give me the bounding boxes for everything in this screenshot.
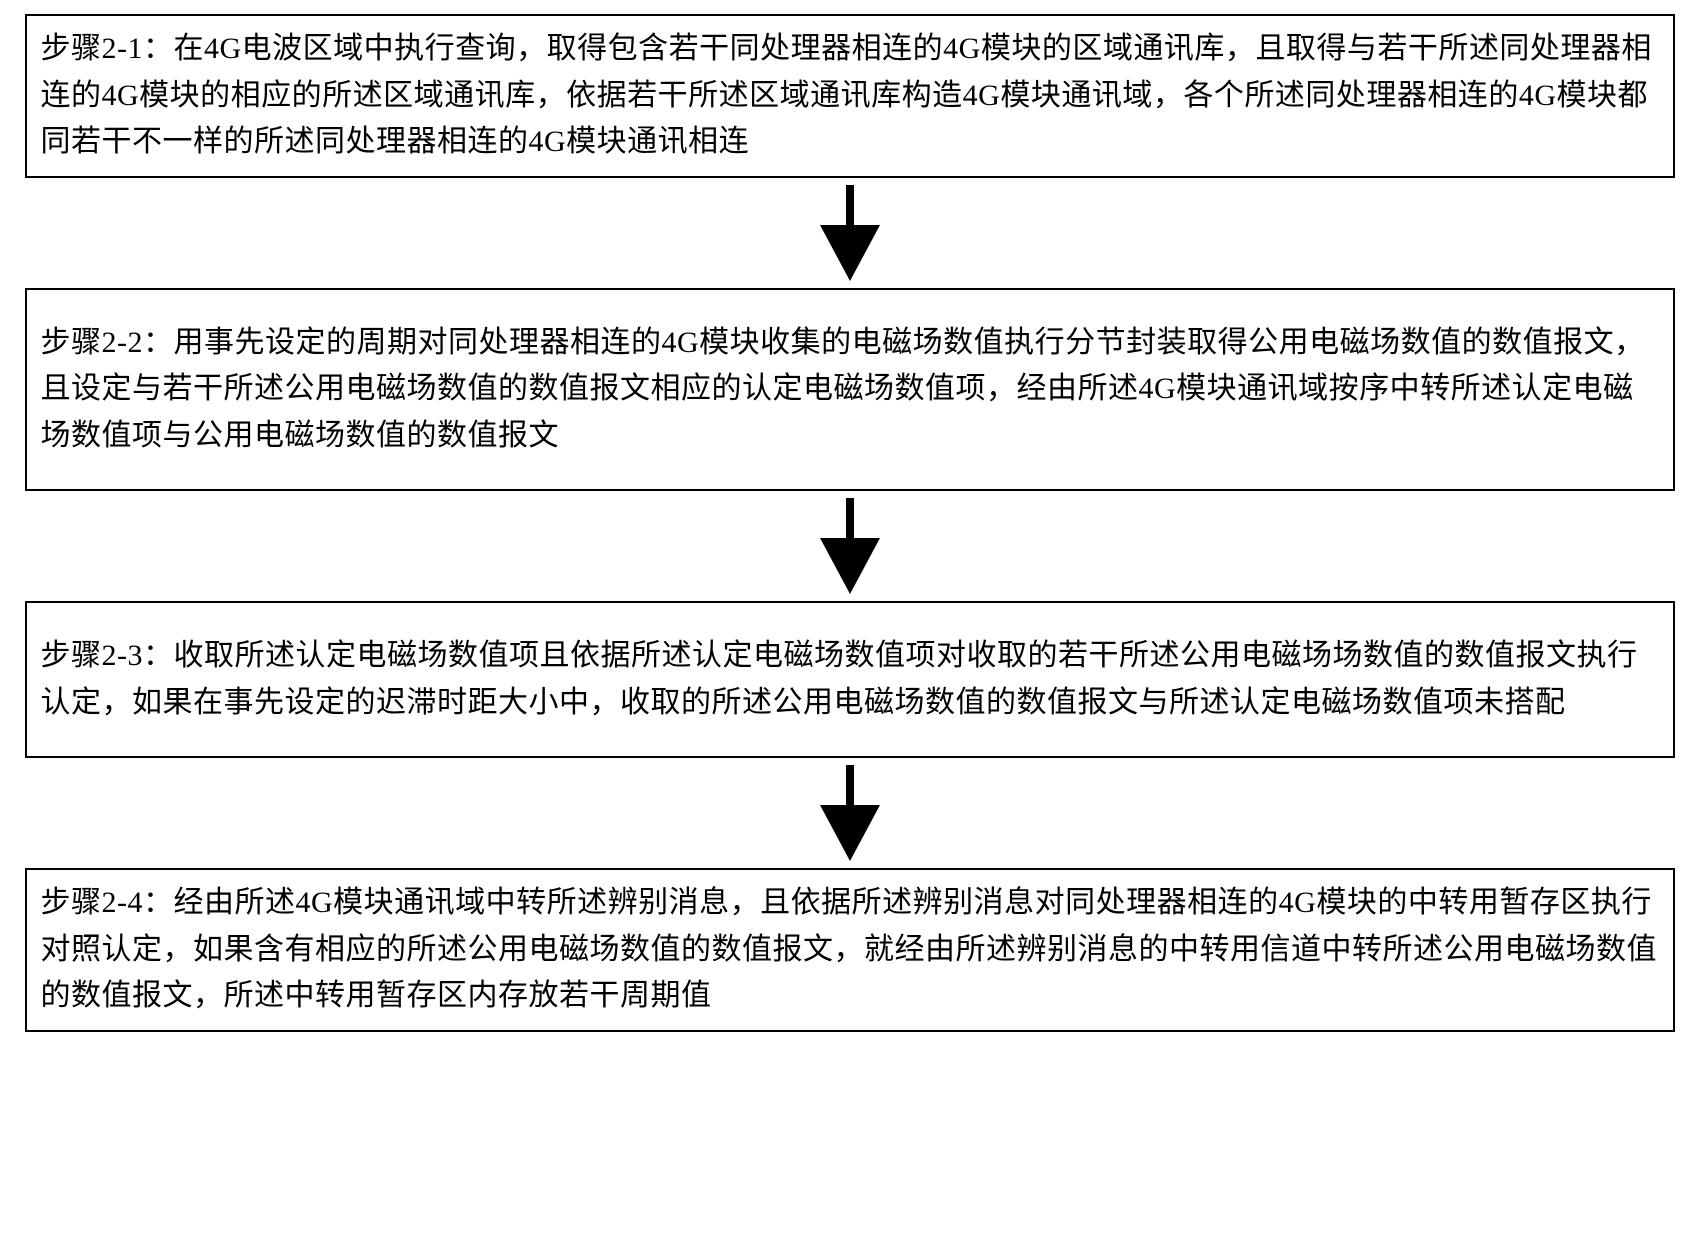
flow-step-2-4: 步骤2-4：经由所述4G模块通讯域中转所述辨别消息，且依据所述辨别消息对同处理器… [25,868,1675,1032]
flow-step-2-1: 步骤2-1：在4G电波区域中执行查询，取得包含若干同处理器相连的4G模块的区域通… [25,14,1675,178]
flow-step-2-2: 步骤2-2：用事先设定的周期对同处理器相连的4G模块收集的电磁场数值执行分节封装… [25,288,1675,492]
arrow-down-icon [810,498,890,594]
flowchart-container: 步骤2-1：在4G电波区域中执行查询，取得包含若干同处理器相连的4G模块的区域通… [0,0,1699,1072]
arrow-down-icon [810,185,890,281]
flow-arrow-3 [810,758,890,868]
flow-step-2-3: 步骤2-3：收取所述认定电磁场数值项且依据所述认定电磁场数值项对收取的若干所述公… [25,601,1675,758]
arrow-down-icon [810,765,890,861]
flow-arrow-2 [810,491,890,601]
flow-arrow-1 [810,178,890,288]
